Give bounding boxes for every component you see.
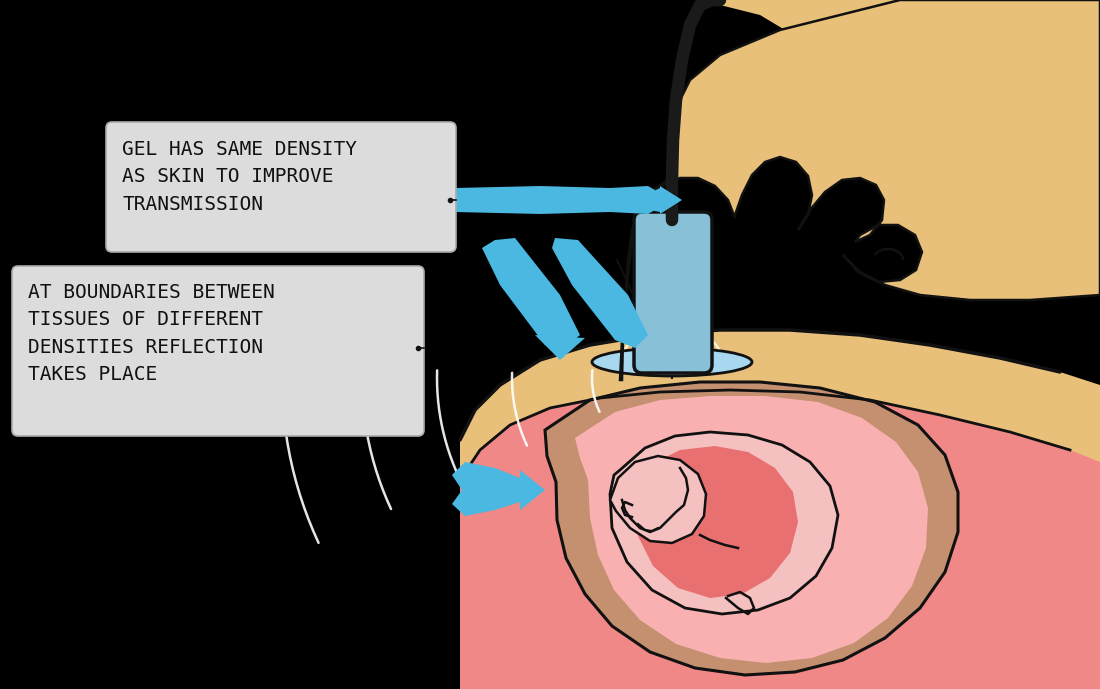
Polygon shape <box>610 432 838 614</box>
Polygon shape <box>635 0 1100 165</box>
Polygon shape <box>482 238 580 345</box>
FancyBboxPatch shape <box>634 212 712 373</box>
Polygon shape <box>575 396 928 663</box>
Polygon shape <box>610 456 706 543</box>
Polygon shape <box>552 238 648 348</box>
Text: GEL HAS SAME DENSITY
AS SKIN TO IMPROVE
TRANSMISSION: GEL HAS SAME DENSITY AS SKIN TO IMPROVE … <box>122 140 358 214</box>
Polygon shape <box>544 382 958 675</box>
Ellipse shape <box>592 348 752 376</box>
FancyBboxPatch shape <box>12 266 424 436</box>
FancyBboxPatch shape <box>106 122 456 252</box>
Polygon shape <box>535 335 585 360</box>
Polygon shape <box>620 0 1100 380</box>
Text: AT BOUNDARIES BETWEEN
TISSUES OF DIFFERENT
DENSITIES REFLECTION
TAKES PLACE: AT BOUNDARIES BETWEEN TISSUES OF DIFFERE… <box>28 283 275 384</box>
Polygon shape <box>660 186 682 214</box>
Polygon shape <box>455 188 680 212</box>
Polygon shape <box>452 462 540 516</box>
Polygon shape <box>520 470 544 510</box>
Polygon shape <box>460 330 1100 689</box>
Polygon shape <box>453 186 672 214</box>
Polygon shape <box>630 446 798 598</box>
Polygon shape <box>460 390 1100 689</box>
